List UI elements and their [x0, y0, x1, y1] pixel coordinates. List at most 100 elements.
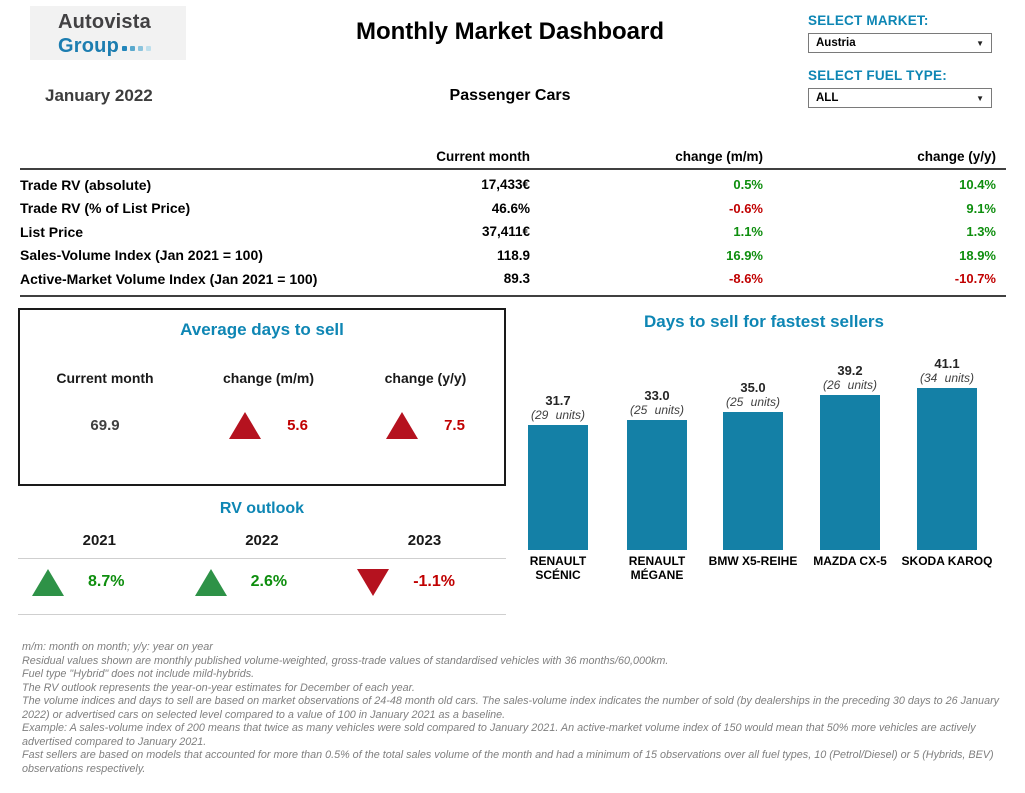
report-period: January 2022 — [45, 86, 153, 105]
row-label: Sales-Volume Index (Jan 2021 = 100) — [20, 247, 263, 264]
bar-value-label: 39.2 — [837, 363, 863, 378]
bar-value-label: 35.0 — [740, 380, 766, 395]
change-yy-value: 10.4% — [959, 177, 996, 193]
footnote-line: Residual values shown are monthly publis… — [22, 654, 669, 667]
rv-outlook-value: -1.1% — [413, 573, 455, 590]
trend-up-arrow-icon — [229, 412, 262, 439]
column-header-current-month: Current month — [436, 149, 530, 164]
bar-units-label: (34 units) — [919, 371, 975, 385]
footnote-line: Example: A sales-volume index of 200 mea… — [22, 722, 976, 748]
avg-days-change-mm-value: 5.6 — [287, 417, 308, 434]
bar-category-label: RENAULT SCÉNIC — [529, 554, 587, 582]
current-month-value: 46.6% — [491, 200, 530, 216]
market-dropdown[interactable]: Austria ▼ — [808, 33, 992, 53]
divider — [18, 614, 506, 615]
bar[interactable] — [723, 412, 783, 550]
dropdown-arrow-icon: ▼ — [976, 38, 984, 48]
rv-outlook-year: 2023 — [407, 532, 442, 549]
bar-value-label: 31.7 — [545, 393, 571, 408]
chart-plot-area: 31.7 (29 units) 33.0 (25 units) 35.0 (25 unit… — [508, 350, 1020, 550]
fastest-sellers-chart: Days to sell for fastest sellers 31.7 (29… — [508, 312, 1020, 612]
table-row: Trade RV (% of List Price) 46.6% -0.6% 9.1% — [20, 197, 1006, 221]
select-fuel-label: SELECT FUEL TYPE: — [808, 68, 947, 83]
rv-outlook-panel: RV outlook 2021 2022 2023 8.7% 2.6% -1.1% — [18, 500, 506, 615]
trend-down-arrow-icon — [357, 568, 390, 596]
change-mm-value: -8.6% — [729, 271, 763, 287]
bar-value-label: 33.0 — [644, 388, 670, 403]
page-title: Monthly Market Dashboard — [355, 18, 665, 45]
divider — [18, 558, 506, 559]
market-dropdown-value: Austria — [816, 37, 856, 49]
bar-units-label: (25 units) — [725, 395, 781, 409]
page-subtitle: Passenger Cars — [449, 87, 571, 104]
column-header-change-mm: change (m/m) — [675, 149, 763, 164]
footnote-line: The RV outlook represents the year-on-ye… — [22, 681, 415, 694]
avg-days-change-yy-value: 7.5 — [444, 417, 465, 434]
autovista-group-logo: Autovista Group — [30, 6, 186, 60]
footnote-line: Fast sellers are based on models that ac… — [22, 749, 994, 775]
avg-col-current-month: Current month — [56, 370, 154, 386]
select-market-label: SELECT MARKET: — [808, 13, 929, 28]
change-yy-value: 9.1% — [966, 200, 996, 216]
current-month-value: 118.9 — [496, 247, 530, 263]
trend-up-arrow-icon — [32, 568, 64, 596]
bar-units-label: (26 units) — [822, 378, 878, 392]
bar-category-label: RENAULT MÉGANE — [628, 554, 686, 582]
fuel-dropdown[interactable]: ALL ▼ — [808, 88, 992, 108]
average-days-to-sell-panel: Average days to sell Current month chang… — [18, 308, 506, 486]
footnote-line: The volume indices and days to sell are … — [22, 695, 1000, 721]
logo-text-autovista: Autovista — [58, 11, 151, 33]
row-label: Trade RV (% of List Price) — [20, 200, 191, 217]
avg-col-change-yy: change (y/y) — [384, 370, 467, 386]
bar[interactable] — [528, 425, 588, 550]
row-label: List Price — [20, 223, 84, 240]
rv-outlook-value: 2.6% — [250, 573, 288, 590]
chart-bar-column: 39.2 (26 units) — [800, 350, 900, 550]
avg-days-current-value: 69.9 — [90, 417, 120, 434]
change-mm-value: -0.6% — [729, 200, 763, 216]
rv-outlook-value: 8.7% — [88, 573, 125, 590]
bar-category-label: SKODA KAROQ — [901, 554, 993, 568]
rv-outlook-item: 2.6% — [181, 568, 344, 596]
footnote-line: m/m: month on month; y/y: year on year — [22, 641, 213, 653]
row-label: Trade RV (absolute) — [20, 176, 152, 193]
current-month-value: 37,411€ — [481, 224, 530, 240]
chart-bar-column: 31.7 (29 units) — [508, 350, 608, 550]
table-row: List Price 37,411€ 1.1% 1.3% — [20, 220, 1006, 244]
current-month-value: 17,433€ — [481, 177, 530, 193]
change-mm-value: 0.5% — [733, 177, 763, 193]
footnotes: m/m: month on month; y/y: year on year Re… — [22, 641, 1004, 776]
logo-dots-icon — [119, 39, 151, 56]
logo-text-group: Group — [58, 35, 119, 57]
table-row: Trade RV (absolute) 17,433€ 0.5% 10.4% — [20, 173, 1006, 197]
summary-table-header: Current month change (m/m) change (y/y) — [20, 140, 1006, 170]
bar[interactable] — [820, 395, 880, 550]
trend-up-arrow-icon — [194, 568, 227, 596]
change-yy-value: 1.3% — [966, 224, 996, 240]
bar[interactable] — [627, 420, 687, 550]
bar-units-label: (29 units) — [530, 408, 586, 422]
fuel-dropdown-value: ALL — [816, 92, 839, 104]
average-days-title: Average days to sell — [180, 320, 344, 339]
summary-table: Current month change (m/m) change (y/y) … — [20, 140, 1006, 297]
bar-category-label: MAZDA CX-5 — [813, 554, 887, 568]
chart-title: Days to sell for fastest sellers — [643, 312, 884, 331]
rv-outlook-item: 8.7% — [18, 568, 181, 596]
dropdown-arrow-icon: ▼ — [976, 93, 984, 103]
table-row: Active-Market Volume Index (Jan 2021 = 1… — [20, 267, 1006, 291]
rv-outlook-year: 2021 — [82, 532, 116, 549]
rv-outlook-title: RV outlook — [219, 500, 305, 517]
column-header-change-yy: change (y/y) — [917, 149, 996, 164]
bar-category-label: BMW X5-REIHE — [708, 554, 798, 568]
change-mm-value: 1.1% — [733, 224, 763, 240]
change-mm-value: 16.9% — [726, 247, 763, 263]
chart-bar-column: 33.0 (25 units) — [607, 350, 707, 550]
avg-col-change-mm: change (m/m) — [222, 370, 314, 386]
bar[interactable] — [917, 388, 977, 550]
rv-outlook-year: 2022 — [245, 532, 279, 549]
table-row: Sales-Volume Index (Jan 2021 = 100) 118.9… — [20, 244, 1006, 268]
row-label: Active-Market Volume Index (Jan 2021 = 1… — [20, 270, 318, 287]
chart-bar-column: 41.1 (34 units) — [897, 350, 997, 550]
footnote-line: Fuel type "Hybrid" does not include mild… — [22, 668, 255, 680]
